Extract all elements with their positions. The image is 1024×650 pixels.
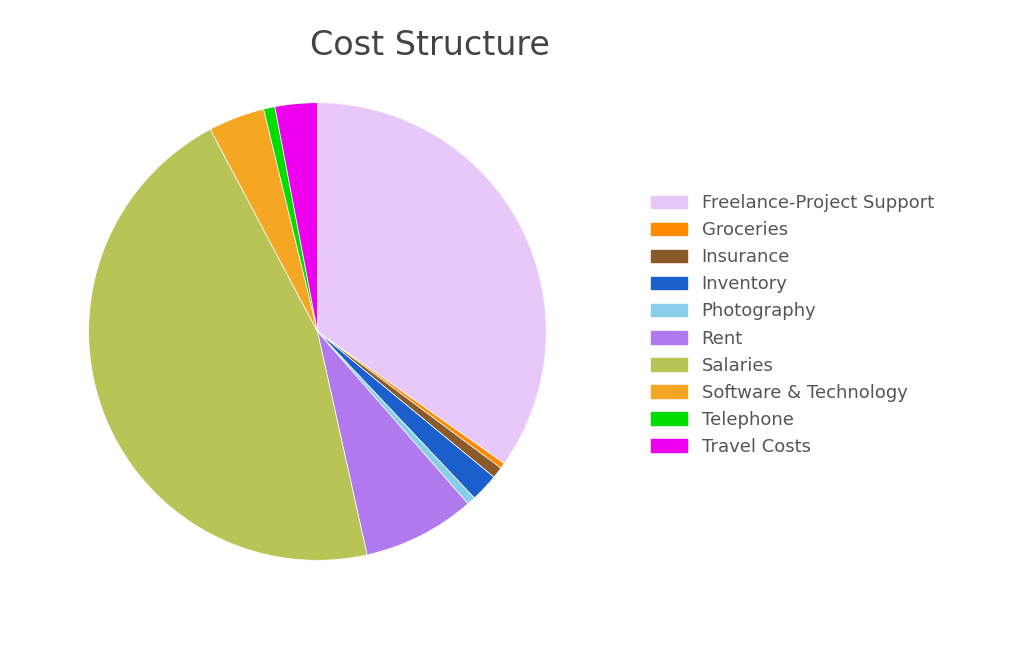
Wedge shape [317, 332, 468, 555]
Wedge shape [317, 332, 474, 504]
Wedge shape [89, 129, 367, 560]
Wedge shape [317, 332, 501, 477]
Wedge shape [263, 107, 317, 332]
Wedge shape [317, 103, 546, 463]
Legend: Freelance-Project Support, Groceries, Insurance, Inventory, Photography, Rent, S: Freelance-Project Support, Groceries, In… [644, 187, 941, 463]
Wedge shape [210, 109, 317, 332]
Wedge shape [317, 332, 494, 498]
Wedge shape [317, 332, 504, 468]
Text: Cost Structure: Cost Structure [310, 29, 550, 62]
Wedge shape [274, 103, 317, 332]
